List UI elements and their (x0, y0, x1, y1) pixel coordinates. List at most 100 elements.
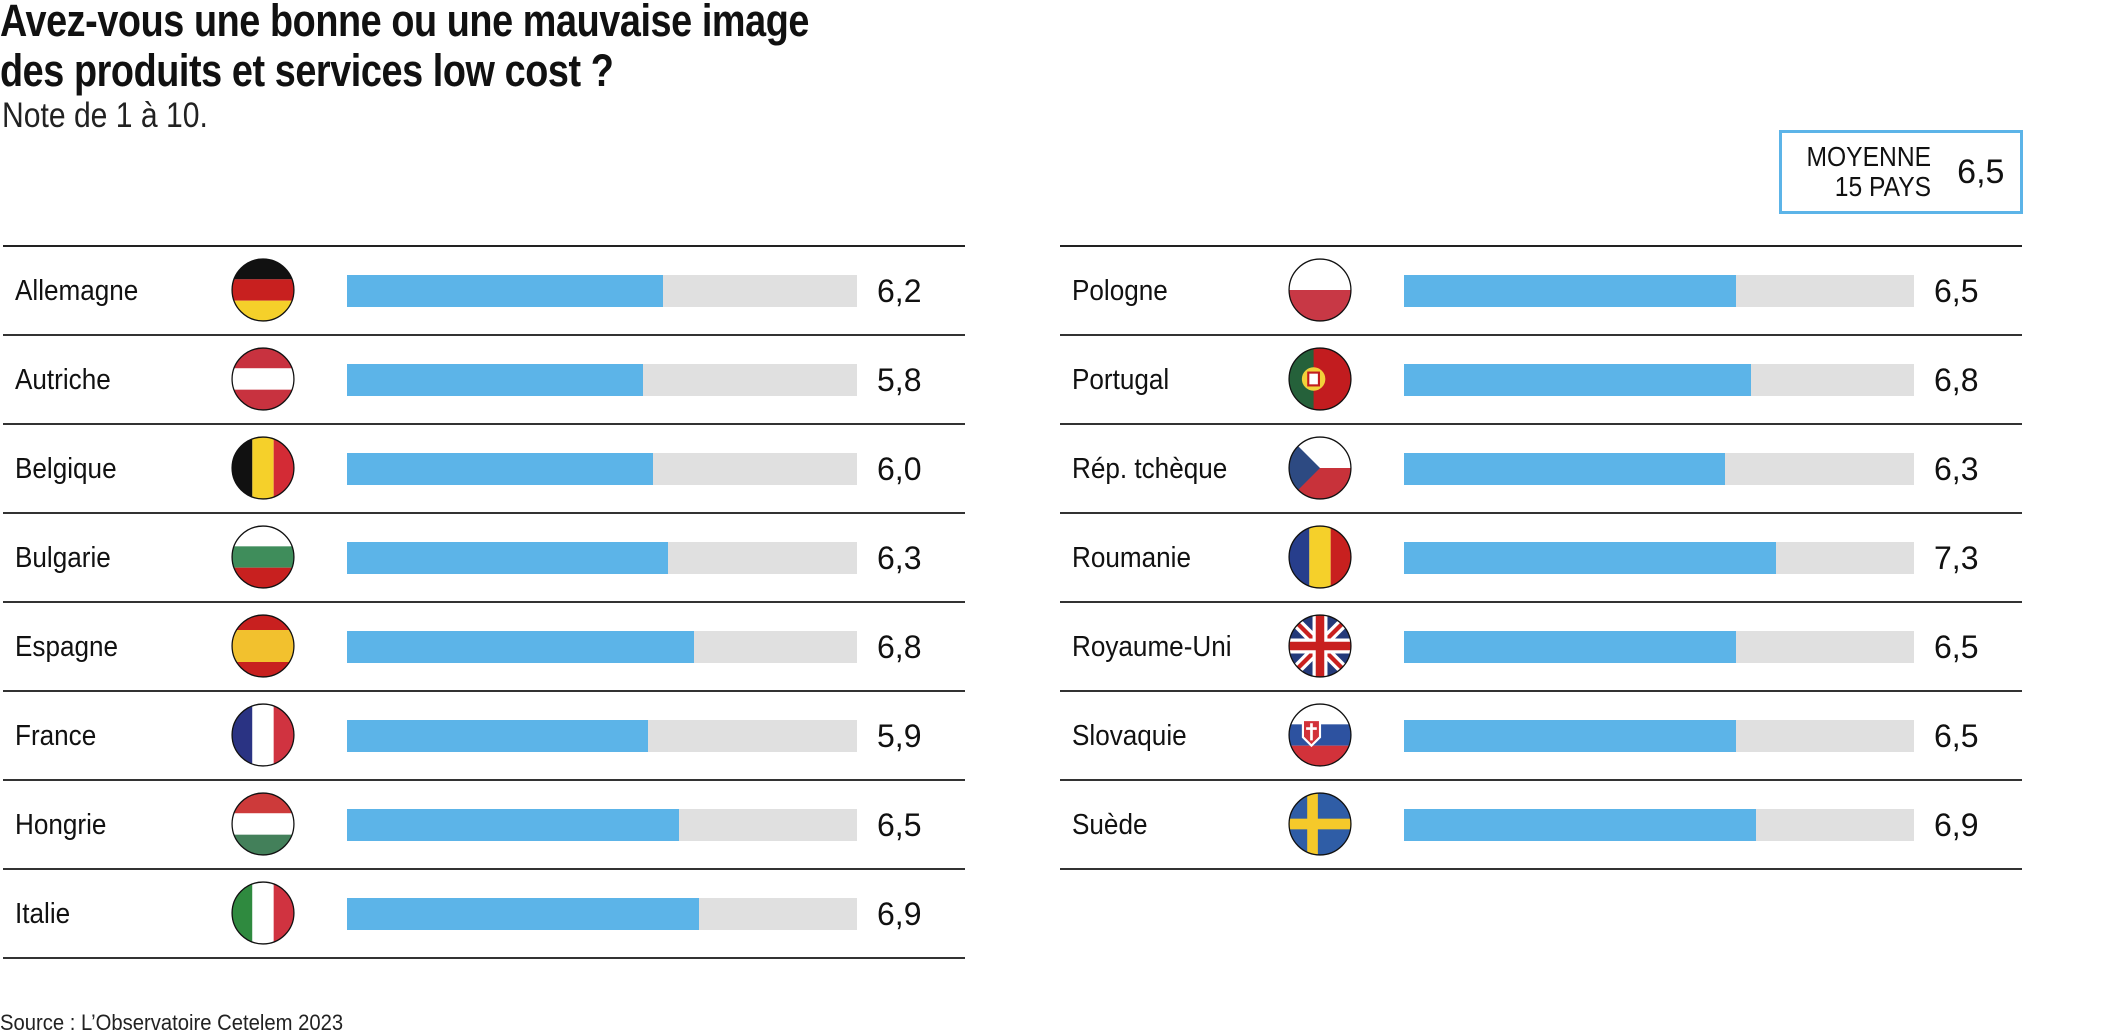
flag-it-icon (231, 881, 295, 945)
value-label: 6,9 (877, 896, 922, 932)
value-label: 6,3 (877, 540, 922, 576)
chart-title: Avez-vous une bonne ou une mauvaise imag… (0, 0, 809, 96)
bar-fill (1404, 720, 1736, 752)
value-label: 5,9 (877, 718, 922, 754)
title-line-2: des produits et services low cost ? (0, 45, 614, 96)
bar-track (347, 898, 857, 930)
flag-de-icon (231, 258, 295, 322)
flag-ro-icon (1288, 525, 1352, 589)
country-row: Slovaquie 6,5 (1060, 692, 2022, 781)
left-column: Allemagne 6,2 Autriche 5,8 Belgique 6,0 … (3, 245, 965, 959)
bar-fill (347, 631, 694, 663)
average-value: 6,5 (1957, 152, 2005, 191)
value-label: 6,0 (877, 451, 922, 487)
value-label: 5,8 (877, 362, 922, 398)
value-label: 6,9 (1934, 807, 1979, 843)
country-label: Espagne (15, 631, 119, 663)
country-label: Italie (15, 898, 71, 930)
country-label: Portugal (1072, 364, 1170, 396)
source-note: Source : L’Observatoire Cetelem 2023 (0, 1010, 344, 1035)
bar-track (1404, 364, 1914, 396)
bar-track (1404, 809, 1914, 841)
flag-es-icon (231, 614, 295, 678)
bar-fill (1404, 542, 1777, 574)
country-label: Bulgarie (15, 542, 111, 574)
country-label: Autriche (15, 364, 111, 396)
country-label: Pologne (1072, 275, 1168, 307)
right-column: Pologne 6,5 Portugal 6,8 Rép. tchèque 6,… (1060, 245, 2022, 870)
country-label: Suède (1072, 809, 1148, 841)
country-row: Italie 6,9 (3, 870, 965, 959)
value-label: 6,8 (877, 629, 922, 665)
bar-fill (347, 453, 653, 485)
bar-track (1404, 542, 1914, 574)
country-row: Rép. tchèque 6,3 (1060, 425, 2022, 514)
value-label: 6,5 (1934, 273, 1979, 309)
flag-gb-icon (1288, 614, 1352, 678)
country-row: Allemagne 6,2 (3, 247, 965, 336)
flag-hu-icon (231, 792, 295, 856)
bar-track (347, 631, 857, 663)
bar-fill (347, 898, 699, 930)
bar-fill (1404, 275, 1736, 307)
chart-subtitle: Note de 1 à 10. (2, 96, 208, 135)
title-line-1: Avez-vous une bonne ou une mauvaise imag… (0, 0, 809, 46)
country-label: Allemagne (15, 275, 139, 307)
country-row: Hongrie 6,5 (3, 781, 965, 870)
average-label-line-1: MOYENNE (1806, 141, 1931, 172)
country-label: Rép. tchèque (1072, 453, 1228, 485)
bar-track (1404, 720, 1914, 752)
value-label: 6,2 (877, 273, 922, 309)
bar-track (347, 364, 857, 396)
value-label: 6,5 (1934, 718, 1979, 754)
country-row: Portugal 6,8 (1060, 336, 2022, 425)
country-row: Bulgarie 6,3 (3, 514, 965, 603)
country-row: Belgique 6,0 (3, 425, 965, 514)
value-label: 6,5 (1934, 629, 1979, 665)
country-label: Slovaquie (1072, 720, 1187, 752)
bar-track (347, 453, 857, 485)
flag-se-icon (1288, 792, 1352, 856)
bar-track (1404, 631, 1914, 663)
bar-track (347, 275, 857, 307)
bar-track (1404, 275, 1914, 307)
bar-track (347, 542, 857, 574)
bar-fill (347, 275, 664, 307)
flag-be-icon (231, 436, 295, 500)
flag-bg-icon (231, 525, 295, 589)
bar-fill (347, 809, 679, 841)
bar-fill (1404, 453, 1726, 485)
country-row: Pologne 6,5 (1060, 247, 2022, 336)
flag-cz-icon (1288, 436, 1352, 500)
country-row: Roumanie 7,3 (1060, 514, 2022, 603)
flag-at-icon (231, 347, 295, 411)
country-label: Roumanie (1072, 542, 1191, 574)
bar-track (347, 720, 857, 752)
value-label: 6,8 (1934, 362, 1979, 398)
flag-pl-icon (1288, 258, 1352, 322)
bar-fill (347, 542, 669, 574)
bar-fill (1404, 809, 1756, 841)
flag-fr-icon (231, 703, 295, 767)
value-label: 6,3 (1934, 451, 1979, 487)
bar-fill (1404, 364, 1751, 396)
country-label: France (15, 720, 97, 752)
bar-track (1404, 453, 1914, 485)
country-label: Belgique (15, 453, 117, 485)
bar-fill (347, 720, 648, 752)
country-row: Espagne 6,8 (3, 603, 965, 692)
average-label: MOYENNE 15 PAYS (1806, 142, 1931, 202)
country-row: France 5,9 (3, 692, 965, 781)
country-row: Royaume-Uni 6,5 (1060, 603, 2022, 692)
average-box: MOYENNE 15 PAYS 6,5 (1779, 130, 2023, 214)
bar-fill (1404, 631, 1736, 663)
value-label: 7,3 (1934, 540, 1979, 576)
bar-fill (347, 364, 643, 396)
flag-pt-icon (1288, 347, 1352, 411)
country-label: Hongrie (15, 809, 107, 841)
country-label: Royaume-Uni (1072, 631, 1232, 663)
country-row: Autriche 5,8 (3, 336, 965, 425)
average-label-line-2: 15 PAYS (1834, 171, 1931, 202)
bar-track (347, 809, 857, 841)
country-row: Suède 6,9 (1060, 781, 2022, 870)
